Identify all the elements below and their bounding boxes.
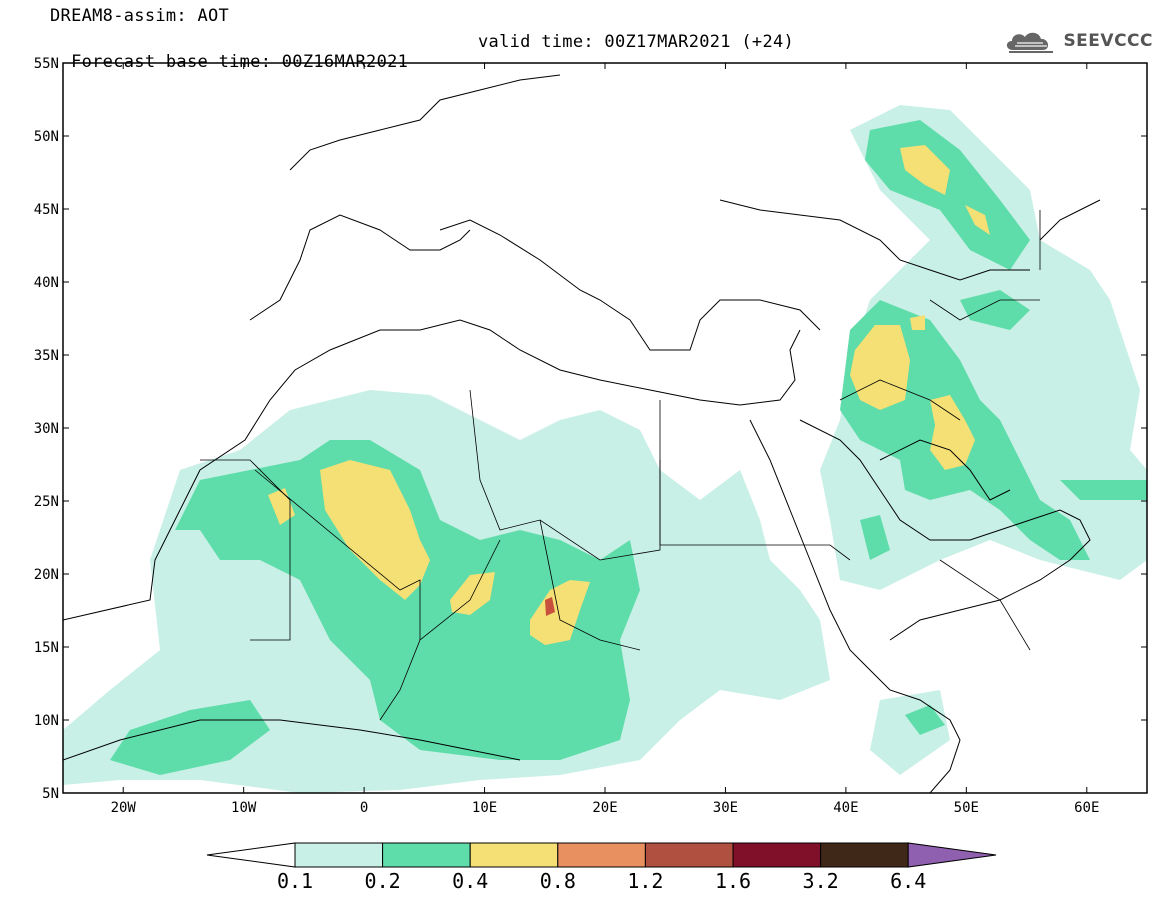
- map-title: DREAM8-assim: AOT: [50, 6, 230, 26]
- base-time: Forecast base time: 00Z16MAR2021: [71, 52, 409, 72]
- lon-label: 10W: [231, 800, 257, 816]
- lat-label: 10N: [34, 713, 59, 729]
- lat-label: 35N: [34, 348, 59, 364]
- lat-label: 20N: [34, 567, 59, 583]
- colorbar: 0.1 0.2 0.4 0.8 1.2 1.6 3.2 6.4: [206, 842, 997, 893]
- lat-label: 55N: [34, 56, 59, 72]
- coastlines: [63, 74, 1101, 793]
- colorbar-box: [732, 842, 822, 868]
- colorbar-label: 1.6: [715, 869, 751, 893]
- colorbar-box: [469, 842, 559, 868]
- lat-label: 30N: [34, 421, 59, 437]
- lon-label: 50E: [954, 800, 979, 816]
- aot-0.4-0.8: [268, 145, 990, 645]
- cloud-icon: [1007, 32, 1054, 53]
- lat-label: 15N: [34, 640, 59, 656]
- colorbar-label: 0.1: [277, 869, 313, 893]
- lon-label: 40E: [833, 800, 858, 816]
- colorbar-label: 0.8: [540, 869, 576, 893]
- lon-label: 20E: [592, 800, 617, 816]
- logo-text: SEEVCCC: [1063, 31, 1153, 51]
- lat-label: 45N: [34, 202, 59, 218]
- lon-label: 60E: [1074, 800, 1099, 816]
- colorbar-min-arrow: [206, 842, 296, 868]
- colorbar-box: [644, 842, 734, 868]
- lon-label: 20W: [111, 800, 137, 816]
- seevccc-logo: SEEVCCC: [1003, 28, 1153, 54]
- lon-labels: 20W 10W 0 10E 20E 30E 40E 50E 60E: [111, 800, 1100, 816]
- colorbar-max-arrow: [907, 842, 997, 868]
- lon-label: 0: [360, 800, 368, 816]
- forecast-time-line: Forecast base time: 00Z16MAR2021 valid t…: [50, 32, 794, 92]
- lat-label: 5N: [42, 786, 59, 802]
- aot-1.2-1.6: [545, 597, 555, 616]
- colorbar-box: [557, 842, 646, 868]
- aot-fields: [63, 105, 1147, 793]
- lon-label: 10E: [472, 800, 497, 816]
- lat-labels: 5N 10N 15N 20N 25N 30N 35N 40N 45N 50N 55N: [34, 56, 59, 802]
- colorbar-box: [382, 842, 471, 868]
- colorbar-label: 0.4: [452, 869, 488, 893]
- lon-label: 30E: [713, 800, 738, 816]
- axis-ticks: [63, 62, 1147, 794]
- colorbar-box: [294, 842, 384, 868]
- valid-time: valid time: 00Z17MAR2021 (+24): [478, 32, 795, 52]
- country-borders: [200, 210, 1041, 721]
- colorbar-label: 6.4: [890, 869, 926, 893]
- colorbar-label: 0.2: [365, 869, 401, 893]
- colorbar-box: [820, 842, 909, 868]
- colorbar-label: 1.2: [627, 869, 663, 893]
- lat-label: 50N: [34, 129, 59, 145]
- lat-label: 40N: [34, 275, 59, 291]
- colorbar-label: 3.2: [803, 869, 839, 893]
- lat-label: 25N: [34, 494, 59, 510]
